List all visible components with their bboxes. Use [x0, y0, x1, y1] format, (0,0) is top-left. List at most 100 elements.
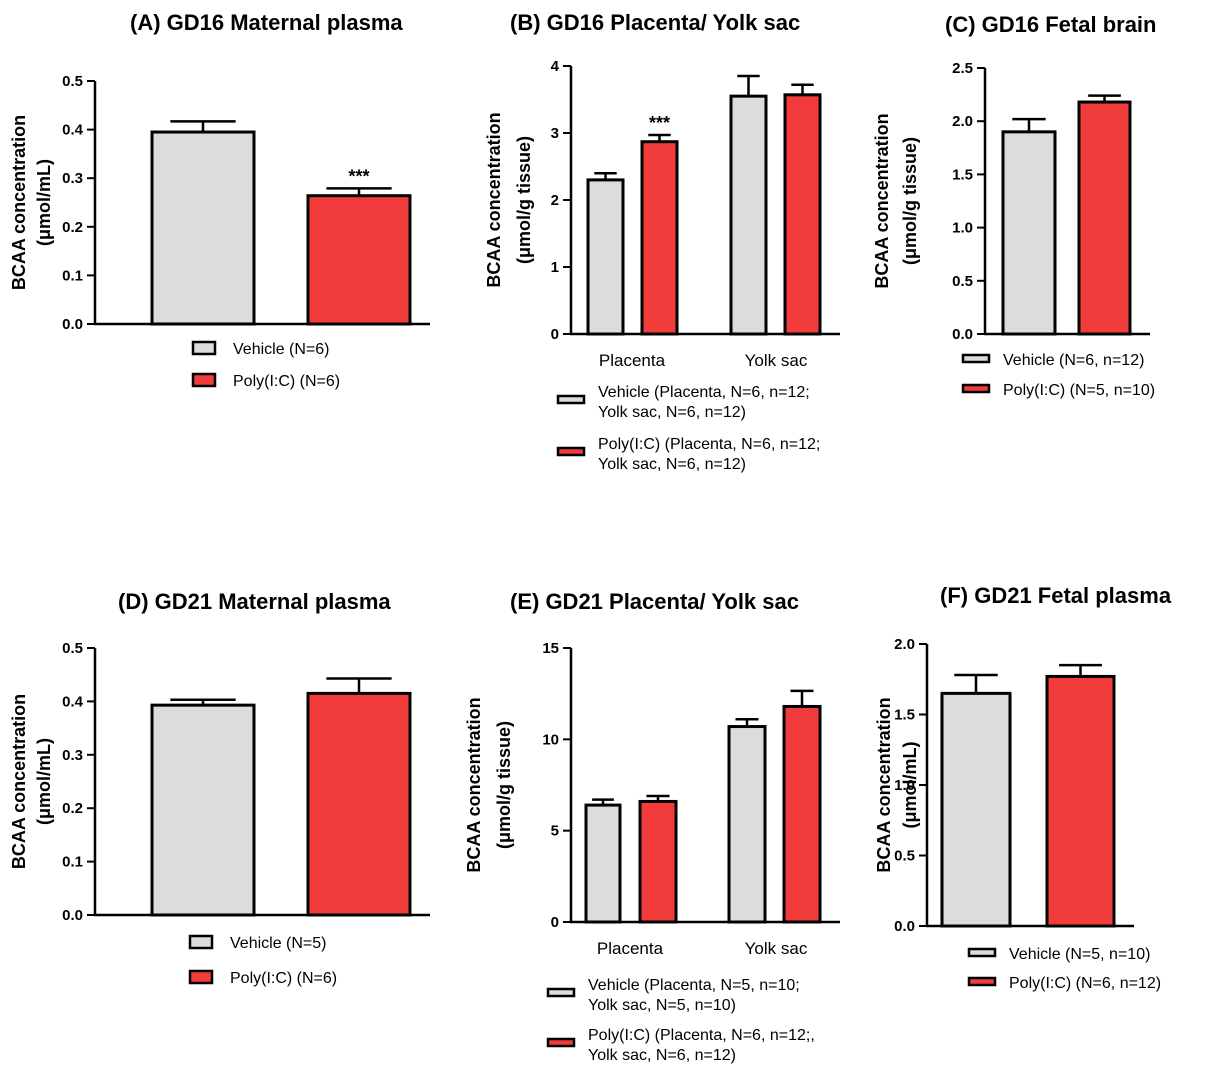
axes: 0.0 0.1 0.2 0.3 0.4 0.5	[62, 640, 430, 924]
y-axis-label: BCAA concentration	[464, 697, 484, 872]
y-tick-label: 0.1	[62, 267, 83, 284]
legend: Vehicle (N=6) Poly(I:C) (N=6)	[191, 340, 340, 390]
legend-label: Vehicle (N=5, n=10)	[1009, 946, 1150, 963]
legend-swatch	[546, 1037, 576, 1048]
bar-vehicle	[150, 703, 256, 917]
legend-label-cont: Yolk sac, N=6, n=12)	[598, 404, 746, 421]
y-axis-label: BCAA concentration	[872, 113, 892, 288]
significance-marker: ***	[649, 113, 670, 133]
y-axis-label: BCAA concentration	[9, 694, 29, 869]
legend-label: Poly(I:C) (Placenta, N=6, n=12;	[598, 436, 820, 453]
legend-swatch	[191, 340, 217, 356]
legend-label-cont: Yolk sac, N=6, n=12)	[598, 456, 746, 473]
x-tick-label: Placenta	[597, 939, 664, 958]
y-tick-label: 0.4	[62, 693, 84, 710]
legend-swatch	[188, 934, 214, 950]
y-axis-label: BCAA concentration	[874, 697, 894, 872]
x-tick-label: Placenta	[599, 351, 666, 370]
legend: Vehicle (Placenta, N=6, n=12; Yolk sac, N…	[556, 384, 820, 473]
y-tick-label: 0.0	[952, 326, 973, 343]
chart-title: (C) GD16 Fetal brain	[945, 12, 1156, 37]
chart-B: (B) GD16 Placenta/ Yolk sac BCAA concentr…	[484, 10, 840, 473]
y-tick-label: 0.5	[62, 73, 83, 90]
bar-polyic	[640, 140, 679, 336]
bar-polyic	[783, 93, 822, 336]
legend-label: Poly(I:C) (N=6, n=12)	[1009, 975, 1161, 992]
y-axis-unit: (μmol/g tissue)	[514, 136, 534, 264]
chart-E: (E) GD21 Placenta/ Yolk sac BCAA concentr…	[464, 589, 840, 1064]
bar-polyic	[306, 194, 412, 326]
y-tick-label: 0.3	[62, 170, 83, 187]
legend-swatch	[967, 976, 997, 987]
y-tick-label: 0.3	[62, 747, 83, 764]
y-axis-unit: (μmol/g tissue)	[494, 721, 514, 849]
y-tick-label: 4	[551, 58, 560, 75]
y-axis-unit: (μmol/mL)	[34, 738, 54, 825]
y-axis-unit: (μmol/g tissue)	[900, 137, 920, 265]
y-tick-label: 1	[551, 259, 559, 276]
legend-swatch	[967, 947, 997, 958]
y-tick-label: 3	[551, 125, 559, 142]
legend-swatch	[556, 394, 586, 405]
legend-label: Poly(I:C) (N=6)	[230, 970, 337, 987]
y-axis-unit: (μmol/mL)	[34, 159, 54, 246]
y-tick-label: 2	[551, 192, 559, 209]
legend: Vehicle (Placenta, N=5, n=10; Yolk sac, N…	[546, 977, 815, 1064]
y-tick-label: 0.5	[894, 848, 915, 865]
legend: Vehicle (N=5) Poly(I:C) (N=6)	[188, 934, 337, 987]
chart-D: (D) GD21 Maternal plasma BCAA concentrati…	[9, 589, 430, 987]
legend-swatch	[546, 987, 576, 998]
x-tick-label: Yolk sac	[745, 939, 808, 958]
y-tick-label: 2.0	[894, 636, 915, 653]
legend-swatch	[556, 446, 586, 457]
y-tick-label: 10	[542, 731, 559, 748]
legend-label: Poly(I:C) (N=6)	[233, 373, 340, 390]
y-tick-label: 0.1	[62, 854, 83, 871]
y-tick-label: 0.4	[62, 122, 84, 139]
chart-title: (D) GD21 Maternal plasma	[118, 589, 391, 614]
legend-label-cont: Yolk sac, N=5, n=10)	[588, 997, 736, 1014]
bar-vehicle	[584, 803, 622, 924]
legend-swatch	[961, 353, 991, 364]
bar-vehicle	[729, 94, 768, 336]
legend-swatch	[188, 969, 214, 985]
y-tick-label: 0.5	[952, 273, 973, 290]
y-tick-label: 1.5	[894, 707, 915, 724]
y-axis-label: BCAA concentration	[9, 115, 29, 290]
chart-title: (A) GD16 Maternal plasma	[130, 10, 403, 35]
y-tick-label: 2.0	[952, 113, 973, 130]
y-axis-unit: (μmol/mL)	[900, 741, 920, 828]
chart-C: (C) GD16 Fetal brain BCAA concentration (μ…	[872, 12, 1156, 399]
chart-title: (E) GD21 Placenta/ Yolk sac	[510, 589, 799, 614]
bar-vehicle	[940, 691, 1012, 928]
bar-polyic	[1077, 100, 1132, 336]
bar-polyic	[638, 799, 678, 924]
legend: Vehicle (N=5, n=10) Poly(I:C) (N=6, n=12)	[967, 946, 1161, 992]
axes: 0.0 0.5 1.0 1.5 2.0 2.5	[952, 60, 1150, 343]
y-tick-label: 0.2	[62, 800, 83, 817]
legend-label: Vehicle (Placenta, N=6, n=12;	[598, 384, 810, 401]
legend-label: Vehicle (N=6)	[233, 341, 330, 358]
y-tick-label: 5	[551, 823, 559, 840]
significance-marker: ***	[348, 166, 369, 186]
chart-title: (B) GD16 Placenta/ Yolk sac	[510, 10, 800, 35]
y-tick-label: 0	[551, 914, 559, 931]
legend-label-cont: Yolk sac, N=6, n=12)	[588, 1047, 736, 1064]
bar-polyic	[782, 704, 822, 924]
y-tick-label: 15	[542, 640, 559, 657]
legend-swatch	[961, 383, 991, 394]
legend-swatch	[191, 372, 217, 388]
y-tick-label: 0.2	[62, 219, 83, 236]
y-tick-label: 0	[551, 326, 559, 343]
bar-vehicle	[150, 130, 256, 326]
y-tick-label: 2.5	[952, 60, 973, 77]
bar-polyic	[306, 691, 412, 917]
legend-label: Poly(I:C) (Placenta, N=6, n=12;,	[588, 1027, 815, 1044]
y-tick-label: 0.5	[62, 640, 83, 657]
chart-A: (A) GD16 Maternal plasma BCAA concentrati…	[9, 10, 430, 390]
y-tick-label: 1.0	[894, 777, 915, 794]
y-tick-label: 1.5	[952, 166, 973, 183]
chart-title: (F) GD21 Fetal plasma	[940, 583, 1172, 608]
y-tick-label: 0.0	[894, 918, 915, 935]
